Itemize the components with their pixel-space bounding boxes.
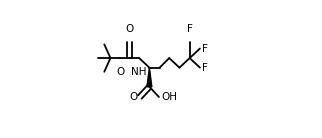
Text: OH: OH: [161, 92, 177, 102]
Text: F: F: [202, 63, 208, 73]
Text: O: O: [129, 92, 138, 102]
Polygon shape: [147, 68, 152, 87]
Text: O: O: [126, 24, 134, 34]
Text: F: F: [202, 43, 208, 54]
Text: NH: NH: [131, 67, 147, 77]
Text: F: F: [187, 24, 193, 34]
Text: O: O: [116, 67, 124, 77]
